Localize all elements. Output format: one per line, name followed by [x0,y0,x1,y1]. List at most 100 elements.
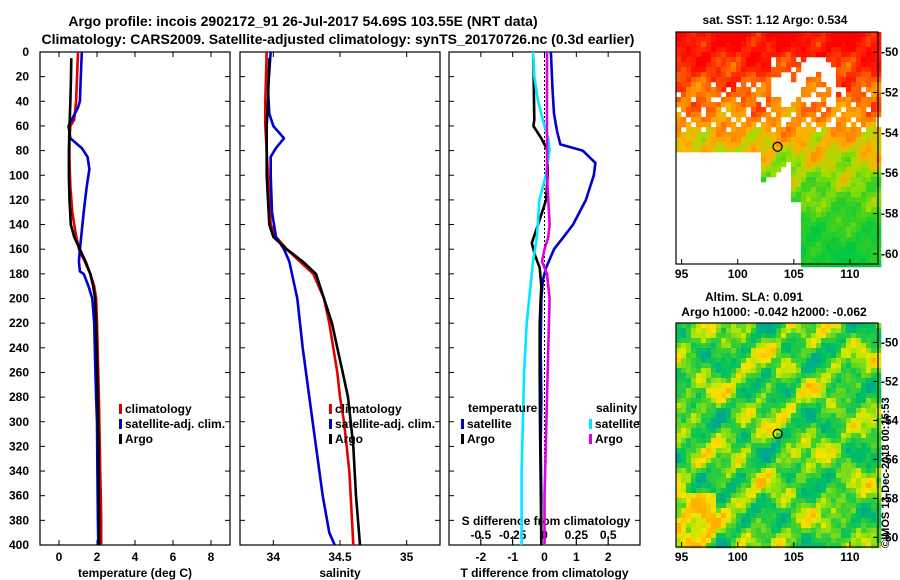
map-cell [861,112,867,118]
map-cell [681,543,687,549]
map-cell [821,423,827,429]
map-cell [731,378,737,384]
map-cell [846,57,852,63]
map-cell [726,358,732,364]
map-cell [731,333,737,339]
map-cell [721,112,727,118]
map-cell [711,388,717,394]
map-cell [761,348,767,354]
map-cell [841,212,847,218]
map-cell [706,92,712,98]
map-cell [856,448,862,454]
map-cell [841,207,847,213]
map-cell [726,438,732,444]
map-cell [866,132,872,138]
map-cell [861,212,867,218]
map-cell [781,147,787,153]
map-cell [851,142,857,148]
map-cell [876,498,882,504]
map-cell [771,333,777,339]
map-cell [776,363,782,369]
y-tick-label: 400 [9,538,29,552]
map-cell [766,438,772,444]
map-cell [826,343,832,349]
map-cell [676,353,682,359]
map-cell [761,147,767,153]
map-cell [771,72,777,78]
map-cell [791,333,797,339]
map-cell [721,37,727,43]
map-cell [791,122,797,128]
map-cell [811,217,817,223]
map-cell [786,503,792,509]
map-cell [681,388,687,394]
map-cell [791,463,797,469]
map-cell [821,42,827,48]
map-cell [816,132,822,138]
map-cell [786,493,792,499]
map-cell [791,72,797,78]
map-cell [706,383,712,389]
map-cell [796,102,802,108]
map-cell [876,107,882,113]
map-cell [846,167,852,173]
map-cell [851,373,857,379]
map-cell [801,328,807,334]
map-cell [826,373,832,379]
map-cell [766,388,772,394]
map-cell [706,142,712,148]
map-cell [866,488,872,494]
map-cell [826,463,832,469]
map-cell [716,463,722,469]
map-cell [686,508,692,514]
map-cell [816,423,822,429]
map-cell [756,343,762,349]
map-cell [821,102,827,108]
map-cell [786,37,792,43]
map-cell [736,478,742,484]
map-cell [691,127,697,133]
map-cell [696,102,702,108]
map-cell [861,333,867,339]
map-cell [846,227,852,233]
map-cell [811,518,817,524]
map-cell [726,488,732,494]
map-cell [871,493,877,499]
map-cell [806,418,812,424]
map-cell [821,518,827,524]
map-cell [741,418,747,424]
map-cell [741,483,747,489]
map-cell [716,448,722,454]
y-tick-label: 0 [22,45,29,59]
map-cell [871,172,877,178]
map-cell [831,348,837,354]
map-cell [676,498,682,504]
map-cell [766,498,772,504]
map-cell [706,523,712,529]
map-cell [851,57,857,63]
map-cell [876,453,882,459]
map-cell [756,393,762,399]
map-cell [711,498,717,504]
map-cell [841,328,847,334]
map-cell [816,102,822,108]
map-cell [841,37,847,43]
map-cell [841,237,847,243]
map-cell [681,67,687,73]
map-cell [871,338,877,344]
map-cell [836,117,842,123]
map-cell [681,47,687,53]
map-cell [821,222,827,228]
map-cell [856,217,862,223]
map-cell [676,433,682,439]
map-cell [686,543,692,549]
map-cell [851,528,857,534]
map-cell [696,443,702,449]
map-cell [711,338,717,344]
map-cell [701,373,707,379]
map-cell [871,92,877,98]
map-cell [686,67,692,73]
map-cell [826,368,832,374]
map-cell [836,202,842,208]
map-cell [796,423,802,429]
